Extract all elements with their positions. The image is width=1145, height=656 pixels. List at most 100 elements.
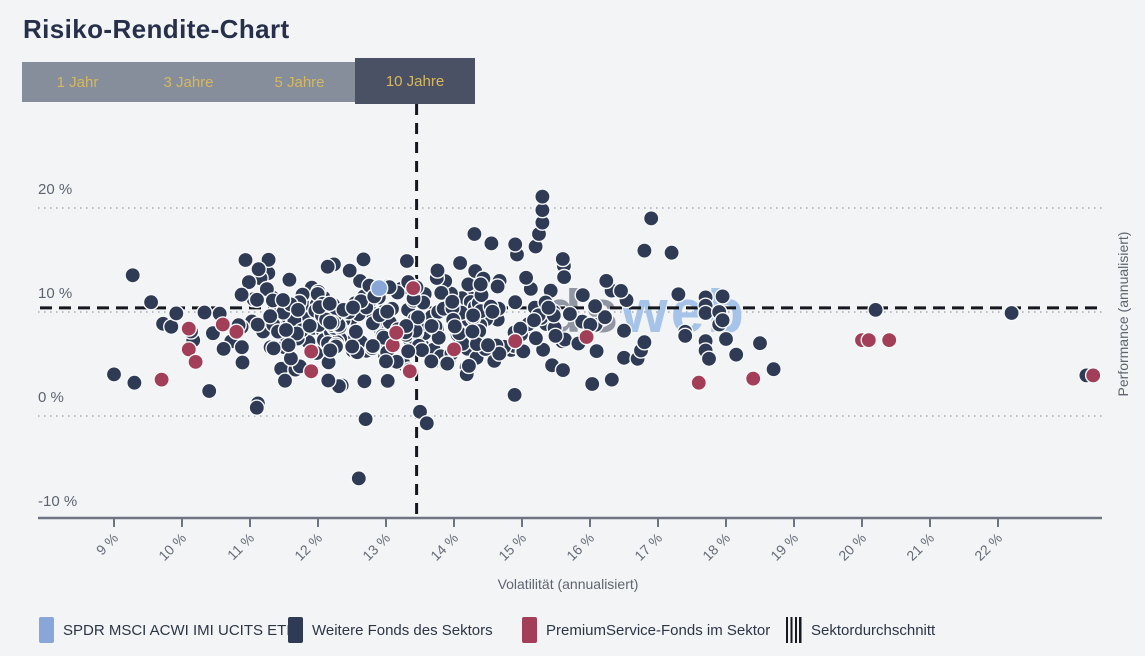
- sector-fund-dot[interactable]: [248, 399, 266, 417]
- sector-fund-dot[interactable]: [378, 303, 396, 320]
- sector-fund-dot[interactable]: [765, 360, 782, 378]
- highlighted-etf-dot[interactable]: [370, 278, 389, 298]
- sector-fund-dot[interactable]: [233, 338, 251, 356]
- sector-fund-dot[interactable]: [321, 295, 339, 313]
- sector-fund-dot[interactable]: [527, 329, 545, 347]
- sector-fund-dot[interactable]: [460, 357, 478, 375]
- tab-3-jahre[interactable]: 3 Jahre: [133, 62, 244, 102]
- sector-fund-dot[interactable]: [265, 340, 282, 357]
- sector-fund-dot[interactable]: [356, 372, 373, 390]
- sector-fund-dot[interactable]: [423, 317, 440, 335]
- sector-fund-dot[interactable]: [249, 316, 267, 333]
- sector-fund-dot[interactable]: [615, 322, 633, 340]
- premium-fund-dot[interactable]: [578, 328, 595, 346]
- sector-fund-dot[interactable]: [274, 291, 292, 309]
- sector-fund-dot[interactable]: [714, 311, 731, 329]
- premium-fund-dot[interactable]: [153, 371, 170, 388]
- sector-fund-dot[interactable]: [321, 342, 339, 359]
- tab-5-jahre[interactable]: 5 Jahre: [244, 62, 355, 102]
- sector-fund-dot[interactable]: [490, 345, 508, 362]
- sector-fund-dot[interactable]: [636, 333, 653, 351]
- sector-fund-dot[interactable]: [250, 260, 267, 278]
- sector-fund-dot[interactable]: [554, 361, 572, 379]
- sector-fund-dot[interactable]: [355, 251, 372, 268]
- sector-fund-dot[interactable]: [277, 321, 295, 339]
- sector-fund-dot[interactable]: [517, 269, 535, 287]
- sector-fund-dot[interactable]: [506, 293, 524, 311]
- sector-fund-dot[interactable]: [124, 266, 141, 284]
- premium-fund-dot[interactable]: [860, 331, 878, 349]
- sector-fund-dot[interactable]: [534, 188, 551, 205]
- sector-fund-dot[interactable]: [344, 299, 362, 316]
- tab-1-jahr[interactable]: 1 Jahr: [22, 62, 133, 102]
- premium-fund-dot[interactable]: [445, 341, 463, 358]
- sector-fund-dot[interactable]: [670, 285, 687, 303]
- sector-fund-dot[interactable]: [727, 346, 745, 363]
- sector-fund-dot[interactable]: [663, 244, 680, 261]
- sector-fund-dot[interactable]: [612, 282, 630, 300]
- sector-fund-dot[interactable]: [525, 311, 543, 329]
- sector-fund-dot[interactable]: [717, 330, 735, 348]
- premium-fund-dot[interactable]: [404, 279, 422, 297]
- sector-fund-dot[interactable]: [237, 251, 254, 269]
- sector-fund-dot[interactable]: [446, 318, 464, 335]
- sector-fund-dot[interactable]: [751, 334, 769, 352]
- sector-fund-dot[interactable]: [615, 349, 633, 367]
- premium-fund-dot[interactable]: [180, 320, 198, 337]
- sector-fund-dot[interactable]: [867, 301, 884, 319]
- sector-fund-dot[interactable]: [126, 374, 143, 392]
- premium-fund-dot[interactable]: [302, 362, 320, 380]
- sector-fund-dot[interactable]: [489, 278, 506, 295]
- sector-fund-dot[interactable]: [714, 288, 731, 305]
- premium-fund-dot[interactable]: [228, 323, 245, 341]
- premium-fund-dot[interactable]: [690, 374, 708, 392]
- sector-fund-dot[interactable]: [483, 235, 500, 252]
- sector-fund-dot[interactable]: [596, 308, 614, 326]
- sector-fund-dot[interactable]: [167, 305, 185, 322]
- premium-fund-dot[interactable]: [744, 370, 762, 387]
- sector-fund-dot[interactable]: [506, 236, 524, 253]
- sector-fund-dot[interactable]: [240, 273, 258, 291]
- sector-fund-dot[interactable]: [506, 386, 523, 404]
- sector-fund-dot[interactable]: [574, 286, 592, 304]
- sector-fund-dot[interactable]: [583, 375, 601, 393]
- sector-fund-dot[interactable]: [260, 251, 277, 269]
- sector-fund-dot[interactable]: [282, 350, 300, 367]
- sector-fund-dot[interactable]: [697, 304, 714, 322]
- sector-fund-dot[interactable]: [398, 252, 416, 270]
- sector-fund-dot[interactable]: [350, 470, 368, 487]
- sector-fund-dot[interactable]: [215, 340, 232, 358]
- sector-fund-dot[interactable]: [379, 372, 397, 390]
- sector-fund-dot[interactable]: [341, 262, 359, 279]
- sector-fund-dot[interactable]: [105, 366, 123, 383]
- sector-fund-dot[interactable]: [554, 250, 572, 268]
- sector-fund-dot[interactable]: [422, 353, 440, 370]
- sector-fund-dot[interactable]: [399, 342, 417, 360]
- premium-fund-dot[interactable]: [880, 331, 898, 349]
- sector-fund-dot[interactable]: [484, 303, 501, 321]
- sector-fund-dot[interactable]: [281, 271, 298, 289]
- sector-fund-dot[interactable]: [642, 210, 660, 227]
- sector-fund-dot[interactable]: [636, 242, 653, 259]
- sector-fund-dot[interactable]: [429, 262, 446, 279]
- sector-fund-dot[interactable]: [289, 301, 307, 319]
- premium-fund-dot[interactable]: [180, 341, 198, 358]
- sector-fund-dot[interactable]: [357, 410, 374, 428]
- sector-fund-dot[interactable]: [261, 307, 279, 325]
- sector-fund-dot[interactable]: [700, 350, 718, 368]
- sector-fund-dot[interactable]: [466, 225, 483, 243]
- sector-fund-dot[interactable]: [598, 272, 615, 290]
- sector-fund-dot[interactable]: [451, 254, 469, 272]
- sector-fund-dot[interactable]: [479, 336, 497, 354]
- sector-fund-dot[interactable]: [301, 317, 319, 335]
- sector-fund-dot[interactable]: [464, 307, 482, 324]
- sector-fund-dot[interactable]: [276, 372, 294, 390]
- sector-fund-dot[interactable]: [233, 286, 250, 304]
- sector-fund-dot[interactable]: [234, 354, 251, 371]
- sector-fund-dot[interactable]: [248, 291, 266, 309]
- sector-fund-dot[interactable]: [418, 414, 436, 432]
- sector-fund-dot[interactable]: [319, 372, 337, 389]
- sector-fund-dot[interactable]: [438, 355, 456, 372]
- premium-fund-dot[interactable]: [187, 353, 204, 371]
- premium-fund-dot[interactable]: [387, 324, 405, 342]
